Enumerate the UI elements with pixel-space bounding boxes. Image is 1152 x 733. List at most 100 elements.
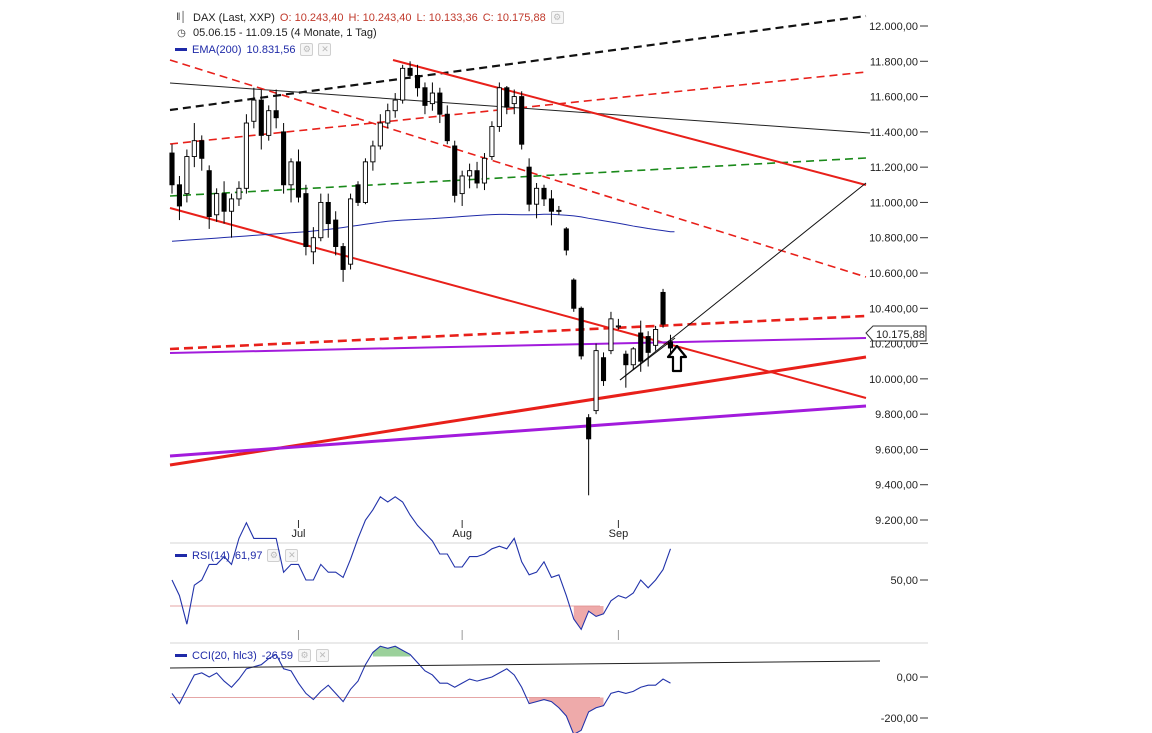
candle[interactable] bbox=[578, 306, 584, 360]
clock-icon[interactable]: ◷ bbox=[177, 27, 186, 39]
candle[interactable] bbox=[325, 193, 331, 238]
candle[interactable] bbox=[653, 325, 659, 351]
candle[interactable] bbox=[541, 184, 547, 206]
candle[interactable] bbox=[295, 149, 302, 203]
candle[interactable] bbox=[444, 105, 450, 145]
candle[interactable] bbox=[504, 85, 510, 115]
settings-icon[interactable]: ⚙ bbox=[298, 649, 311, 662]
close-icon[interactable]: ✕ bbox=[285, 549, 299, 562]
candle[interactable] bbox=[362, 158, 368, 205]
candle[interactable] bbox=[660, 288, 666, 328]
candle[interactable] bbox=[266, 105, 272, 141]
x-tick-label: Aug bbox=[452, 528, 472, 540]
candle[interactable] bbox=[630, 347, 636, 371]
candle[interactable] bbox=[563, 227, 569, 256]
candle[interactable] bbox=[645, 331, 651, 367]
y-tick-label: 9.800,00 bbox=[875, 409, 918, 421]
close-icon[interactable]: ✕ bbox=[318, 43, 332, 56]
candle[interactable] bbox=[228, 193, 235, 238]
triangle-upper-edge[interactable] bbox=[619, 182, 867, 381]
candlestick-icon[interactable]: ‖│ bbox=[176, 12, 187, 23]
candle[interactable] bbox=[511, 89, 517, 115]
candle[interactable] bbox=[519, 91, 525, 150]
candle[interactable] bbox=[288, 158, 294, 203]
candle[interactable] bbox=[437, 87, 443, 124]
red-channel-top[interactable] bbox=[392, 59, 867, 186]
candle[interactable] bbox=[489, 121, 495, 161]
candle[interactable] bbox=[571, 278, 577, 312]
candle[interactable] bbox=[414, 64, 421, 97]
close-icon[interactable]: ✕ bbox=[316, 649, 329, 662]
rsi-swatch bbox=[175, 554, 187, 557]
black-dashed-trendline[interactable] bbox=[169, 14, 867, 112]
candle[interactable] bbox=[474, 161, 480, 189]
candle[interactable] bbox=[236, 181, 242, 206]
instrument-name: DAX (Last, XXP) bbox=[193, 11, 275, 24]
candle[interactable] bbox=[214, 188, 220, 222]
purple-lower-line[interactable] bbox=[169, 404, 867, 458]
candle[interactable] bbox=[615, 318, 621, 330]
purple-upper-line[interactable] bbox=[169, 337, 867, 354]
candle[interactable] bbox=[638, 320, 644, 372]
candle[interactable] bbox=[355, 181, 361, 206]
candle[interactable] bbox=[400, 64, 406, 104]
candle[interactable] bbox=[333, 211, 339, 256]
candle[interactable] bbox=[221, 181, 227, 224]
trend-lines[interactable] bbox=[169, 14, 871, 467]
cci-line[interactable] bbox=[171, 645, 671, 733]
candle[interactable] bbox=[608, 311, 614, 355]
candle[interactable] bbox=[459, 170, 465, 206]
candle[interactable] bbox=[481, 153, 488, 191]
candlestick-series[interactable] bbox=[169, 61, 674, 496]
candle[interactable] bbox=[243, 114, 249, 194]
green-dashed-trendline[interactable] bbox=[169, 157, 867, 197]
high-value: H: 10.243,40 bbox=[348, 11, 412, 24]
settings-icon[interactable]: ⚙ bbox=[550, 11, 564, 24]
candle[interactable] bbox=[600, 352, 607, 386]
candle[interactable] bbox=[370, 140, 376, 171]
candle-body bbox=[422, 87, 428, 106]
red-dashed-descending-trendline[interactable] bbox=[169, 59, 867, 278]
candle[interactable] bbox=[623, 350, 629, 388]
candle[interactable] bbox=[258, 89, 264, 150]
candle[interactable] bbox=[281, 123, 287, 194]
settings-icon[interactable]: ⚙ bbox=[300, 43, 314, 56]
candle[interactable] bbox=[318, 193, 324, 242]
candle[interactable] bbox=[273, 89, 279, 129]
candle-body bbox=[593, 350, 599, 412]
triangle-lower-edge[interactable] bbox=[619, 337, 676, 381]
candle[interactable] bbox=[303, 184, 309, 256]
candle[interactable] bbox=[184, 149, 190, 203]
candle[interactable] bbox=[429, 82, 435, 111]
candle[interactable] bbox=[176, 175, 182, 221]
red-dashed-support-line[interactable] bbox=[169, 314, 867, 351]
candle[interactable] bbox=[169, 144, 175, 194]
candle[interactable] bbox=[340, 243, 346, 282]
candle[interactable] bbox=[385, 103, 391, 129]
candle[interactable] bbox=[206, 165, 212, 229]
candle[interactable] bbox=[377, 114, 383, 150]
candle[interactable] bbox=[251, 87, 257, 129]
candle[interactable] bbox=[348, 193, 354, 270]
candle[interactable] bbox=[556, 205, 562, 215]
candle[interactable] bbox=[526, 158, 532, 212]
candle[interactable] bbox=[191, 123, 197, 168]
candle[interactable] bbox=[199, 135, 205, 171]
ema-200-line[interactable] bbox=[171, 213, 675, 242]
rsi-line[interactable] bbox=[171, 496, 671, 631]
rsi-panel: 50,00 bbox=[170, 496, 928, 631]
candle[interactable] bbox=[467, 163, 473, 189]
candle[interactable] bbox=[392, 93, 398, 118]
candle[interactable] bbox=[534, 183, 540, 219]
candle[interactable] bbox=[452, 140, 458, 203]
candle[interactable] bbox=[422, 82, 428, 115]
candle[interactable] bbox=[586, 414, 592, 496]
candle[interactable] bbox=[593, 343, 599, 415]
candle[interactable] bbox=[407, 61, 413, 79]
candle[interactable] bbox=[496, 82, 502, 132]
candle[interactable] bbox=[548, 190, 554, 226]
red-channel-bottom[interactable] bbox=[169, 207, 867, 399]
candle[interactable] bbox=[310, 227, 316, 265]
cci-black-trendline[interactable] bbox=[169, 660, 881, 669]
